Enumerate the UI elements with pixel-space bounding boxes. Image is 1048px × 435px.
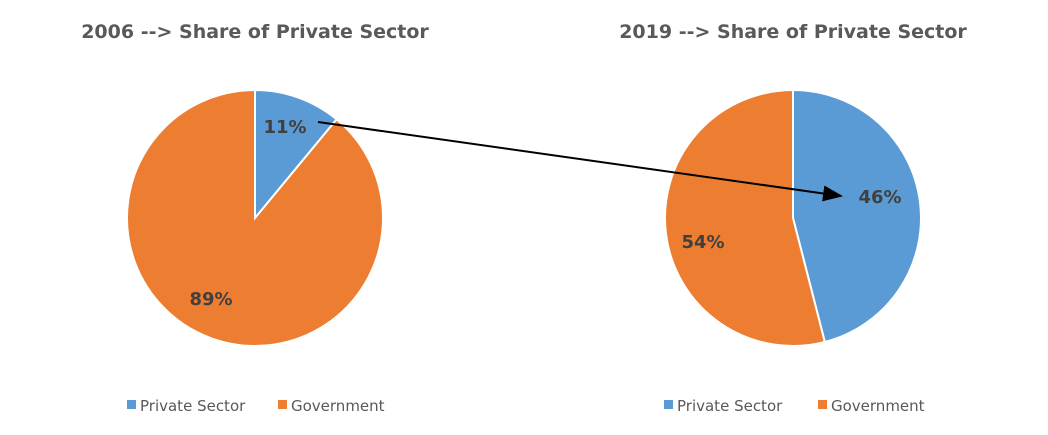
comparison-arrow bbox=[317, 121, 843, 202]
pie-slice-private-sector bbox=[254, 88, 338, 221]
data-label: 46% bbox=[858, 187, 901, 208]
data-label: 11% bbox=[263, 117, 306, 138]
data-label: 54% bbox=[681, 232, 724, 253]
pie-chart-0: 2006 --> Share of Private Sector 11% 89% Pr… bbox=[81, 21, 429, 415]
pie-chart-1: 2019 --> Share of Private Sector 46% 54% Pr… bbox=[619, 21, 967, 415]
legend-swatch bbox=[127, 400, 136, 409]
legend-label: Private Sector bbox=[677, 397, 783, 415]
pie-slice-government bbox=[664, 88, 827, 347]
data-label: 89% bbox=[189, 289, 232, 310]
legend-label: Government bbox=[831, 397, 925, 415]
chart-title: 2019 --> Share of Private Sector bbox=[619, 21, 967, 43]
legend-label: Government bbox=[291, 397, 385, 415]
legend-swatch bbox=[664, 400, 673, 409]
chart-title: 2006 --> Share of Private Sector bbox=[81, 21, 429, 43]
legend-swatch bbox=[818, 400, 827, 409]
pie-slice-private-sector bbox=[792, 88, 922, 344]
pie-slice-government bbox=[126, 88, 384, 347]
legend-swatch bbox=[278, 400, 287, 409]
legend-label: Private Sector bbox=[140, 397, 246, 415]
